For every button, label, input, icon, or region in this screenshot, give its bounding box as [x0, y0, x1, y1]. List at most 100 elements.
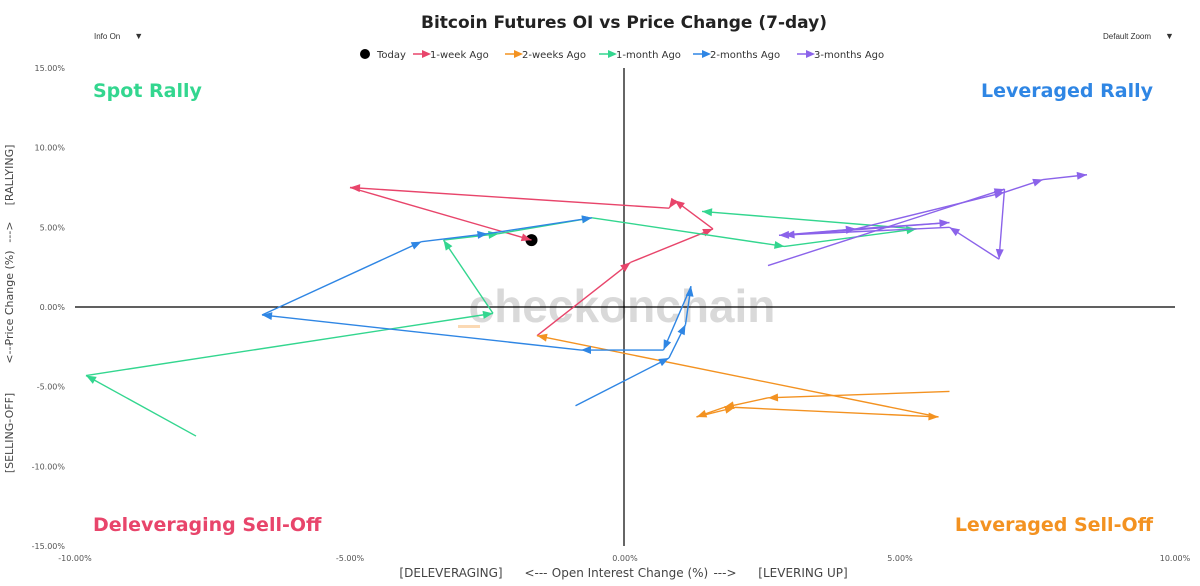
- arrowhead-mark: [482, 310, 493, 319]
- arrowhead-mark: [724, 405, 735, 414]
- y-tick-label: 15.00%: [34, 64, 65, 73]
- legend-item-today[interactable]: Today: [360, 49, 406, 61]
- arrowhead-mark: [677, 324, 686, 336]
- x-axis-label-deleveraging: [DELEVERAGING]: [399, 566, 502, 580]
- watermark-accent: [458, 325, 480, 328]
- legend-label: Today: [376, 50, 406, 61]
- arrowhead-mark: [86, 375, 97, 384]
- arrowhead-mark: [774, 241, 785, 249]
- legend-item-month1[interactable]: 1-month Ago: [599, 50, 681, 61]
- arrowhead-mark: [906, 226, 917, 235]
- series-segment: [261, 314, 582, 351]
- arrowhead-mark: [537, 333, 548, 342]
- arrowhead-mark: [1032, 178, 1043, 187]
- y-tick-label: -10.00%: [32, 462, 66, 471]
- axes: [75, 68, 1175, 546]
- chevron-down-icon: ▼: [134, 31, 144, 41]
- y-tick-label: -5.00%: [37, 383, 66, 392]
- legend-arrow: [514, 50, 523, 58]
- arrowhead-mark: [1076, 171, 1087, 180]
- y-axis-title: [SELLING-OFF] <--- Price Change (%) --->…: [3, 145, 16, 474]
- y-axis-arrow-top: --->: [3, 221, 16, 242]
- arrowhead-mark: [620, 262, 631, 272]
- series-segment: [536, 261, 631, 337]
- legend-item-week1[interactable]: 1-week Ago: [413, 50, 489, 61]
- series-segment: [701, 210, 917, 230]
- series-segment: [767, 390, 950, 399]
- series-segment: [85, 374, 197, 437]
- legend-arrow: [422, 50, 431, 58]
- quadrant-label-spot-rally: Spot Rally: [93, 80, 203, 102]
- watermark-layer: checkonchain: [458, 280, 775, 332]
- arrowhead-mark: [262, 312, 273, 321]
- y-axis-arrow-bottom: <---: [3, 342, 16, 363]
- legend-item-week2[interactable]: 2-weeks Ago: [505, 50, 586, 61]
- legend: Today 1-week Ago 2-weeks Ago 1-month Ago 2-m…: [360, 49, 884, 61]
- y-tick-label: 10.00%: [34, 144, 65, 153]
- arrowhead-mark: [993, 190, 1005, 199]
- legend-marker: [360, 49, 370, 59]
- series-segment: [855, 191, 1005, 230]
- series-segment: [591, 217, 785, 248]
- series-segment: [421, 233, 488, 243]
- series-segment: [784, 228, 857, 236]
- x-tick-labels: -10.00% -5.00% 0.00% 5.00% 10.00%: [58, 554, 1190, 563]
- series-segment: [998, 189, 1006, 260]
- y-axis-label-rallying: [RALLYING]: [3, 145, 16, 206]
- arrowhead-mark: [669, 197, 678, 209]
- x-tick-label: 10.00%: [1160, 554, 1191, 563]
- arrowhead-mark: [845, 225, 856, 234]
- watermark-text: checkonchain: [469, 280, 776, 332]
- y-tick-label: 5.00%: [40, 223, 66, 232]
- quadrant-label-deleveraging-sell-off: Deleveraging Sell-Off: [93, 514, 322, 536]
- legend-item-month2[interactable]: 2-months Ago: [693, 50, 780, 61]
- zoom-label: Default Zoom: [1103, 32, 1152, 41]
- legend-label: 2-months Ago: [710, 50, 780, 61]
- arrowhead-mark: [995, 248, 1004, 260]
- quadrant-label-leveraged-sell-off: Leveraged Sell-Off: [955, 514, 1154, 536]
- legend-label: 1-week Ago: [430, 50, 489, 61]
- series-layer: [85, 171, 1088, 437]
- x-tick-label: -5.00%: [336, 554, 365, 563]
- series-segment: [85, 312, 494, 377]
- x-tick-label: 5.00%: [887, 554, 913, 563]
- arrowhead-mark: [702, 208, 713, 217]
- series-segment: [442, 239, 494, 314]
- legend-label: 2-weeks Ago: [522, 50, 586, 61]
- arrowhead-mark: [663, 339, 672, 351]
- legend-item-month3[interactable]: 3-months Ago: [797, 50, 884, 61]
- x-axis-label-levering-up: [LEVERING UP]: [758, 566, 847, 580]
- arrowhead-mark: [520, 233, 532, 242]
- series-segment: [536, 334, 939, 418]
- y-axis-label: Price Change (%): [3, 251, 16, 346]
- legend-arrow: [806, 50, 815, 58]
- arrowhead-mark: [581, 215, 592, 224]
- arrowhead-mark: [443, 240, 453, 251]
- arrowhead-mark: [658, 357, 669, 367]
- arrowhead-mark: [949, 227, 961, 237]
- arrowhead-mark: [477, 230, 488, 239]
- y-tick-label: -15.00%: [32, 542, 66, 551]
- series-segment: [487, 217, 593, 235]
- y-axis-label-selling-off: [SELLING-OFF]: [3, 393, 16, 473]
- y-tick-labels: 15.00% 10.00% 5.00% 0.00% -5.00% -10.00% -15.0…: [32, 64, 66, 551]
- series-segment: [734, 406, 939, 418]
- series-segment: [261, 241, 422, 316]
- quadrant-labels: Spot Rally Leveraged Rally Deleveraging …: [93, 80, 1154, 536]
- x-axis-label: Open Interest Change (%): [552, 566, 708, 580]
- zoom-dropdown[interactable]: Default Zoom ▼: [1103, 31, 1174, 41]
- arrowhead-mark: [581, 346, 591, 355]
- arrowhead-mark: [410, 241, 422, 250]
- series-segment: [784, 228, 917, 248]
- series-segment: [662, 286, 692, 351]
- series-segment: [349, 186, 670, 209]
- legend-arrow: [608, 50, 617, 58]
- x-axis-title: [DELEVERAGING] <--- Open Interest Change…: [399, 566, 847, 580]
- series-segment: [630, 228, 714, 264]
- chart-title: Bitcoin Futures OI vs Price Change (7-da…: [421, 13, 827, 33]
- legend-label: 3-months Ago: [814, 50, 884, 61]
- info-toggle-dropdown[interactable]: Info On ▼: [94, 31, 143, 41]
- arrowhead-mark: [768, 393, 779, 402]
- quadrant-label-leveraged-rally: Leveraged Rally: [981, 80, 1154, 102]
